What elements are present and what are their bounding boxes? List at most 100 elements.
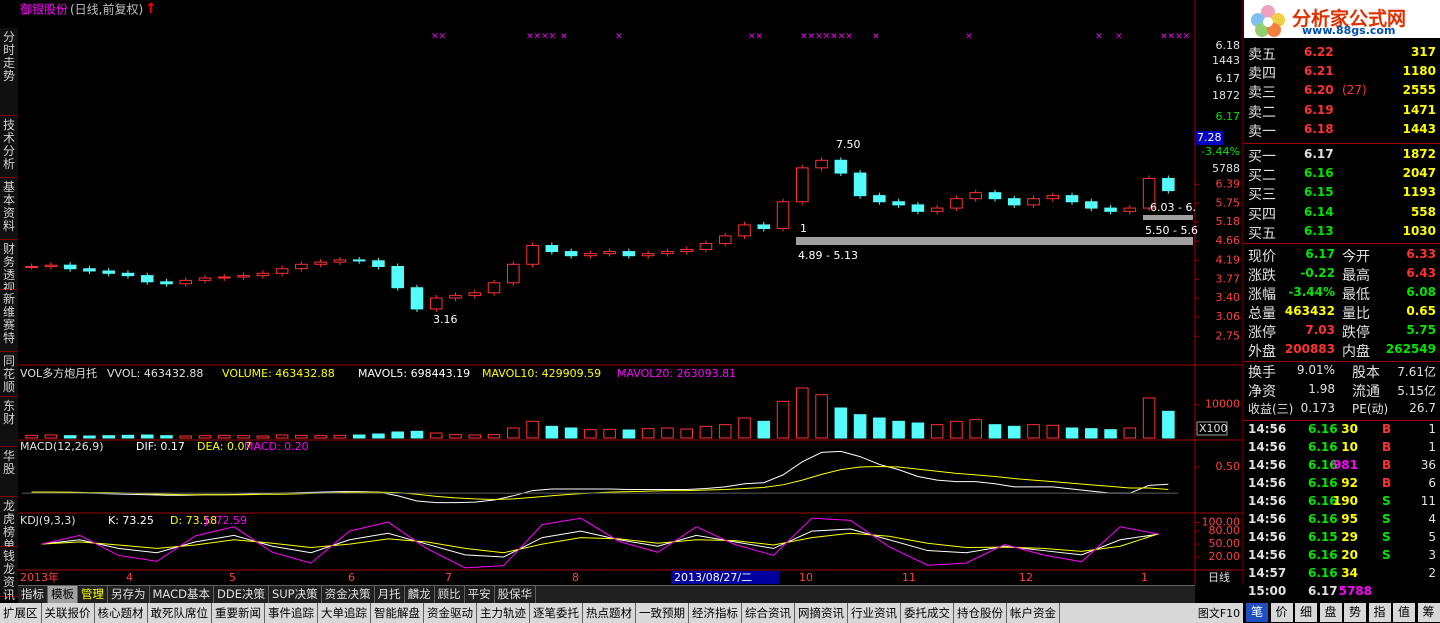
side-tab[interactable]: 新维赛特 (0, 290, 18, 352)
book-price: 6.16 (1304, 166, 1334, 181)
info-tab[interactable]: 网摘资讯 (795, 603, 848, 623)
quote-tab[interactable]: 指 (1368, 603, 1391, 622)
indicator-tab[interactable]: 另存为 (108, 586, 150, 603)
info-tab[interactable]: 主力轨迹 (477, 603, 530, 623)
sep (1244, 143, 1440, 144)
quote-tab[interactable]: 筹 (1417, 603, 1440, 622)
f10-tab[interactable]: 图文F10 (1196, 604, 1242, 623)
candle (815, 159, 828, 169)
fund-value: 7.61亿 (1397, 365, 1436, 379)
candle (507, 263, 520, 284)
fund-value: 9.01% (1296, 363, 1335, 377)
signal-mark: × (615, 32, 623, 42)
candle (63, 264, 77, 270)
candle (1142, 177, 1156, 209)
info-tab[interactable]: 委托成交 (901, 603, 954, 623)
indicator-label: J: 72.59 (204, 514, 247, 527)
indicator-tab[interactable]: 指标 (18, 586, 48, 603)
quote-tab[interactable]: 值 (1393, 603, 1415, 622)
book-label: 6.18 (1216, 39, 1241, 52)
date-label: 6 (348, 571, 355, 584)
info-tab[interactable]: 经济指标 (689, 603, 742, 623)
date-label: 7 (445, 571, 452, 584)
volume-bar (487, 434, 501, 439)
side-tab[interactable]: 钱龙资讯 (0, 547, 18, 602)
indicator-tab[interactable]: 麟龙 (405, 586, 435, 603)
y-tick-label: 6.39 (1216, 177, 1241, 190)
candle (584, 253, 597, 257)
trade-time: 15:00 (1248, 584, 1287, 598)
side-tab[interactable]: 技术分析 (0, 116, 18, 178)
fund-value: 0.173 (1300, 401, 1335, 415)
quote-tab[interactable]: 盘 (1319, 603, 1342, 622)
price-box (1195, 131, 1223, 145)
indicator-tab[interactable]: 资金决策 (322, 586, 375, 603)
info-tab[interactable]: 关联报价 (42, 603, 95, 623)
candle (1162, 177, 1175, 192)
volume-bar (1123, 427, 1137, 439)
volume-bar (410, 430, 424, 439)
candle (410, 287, 424, 310)
candle (564, 251, 578, 257)
signal-mark: ××××××× (800, 32, 853, 42)
side-tab[interactable]: 华股 (0, 447, 18, 497)
side-tab[interactable]: 龙虎榜单 (0, 497, 18, 552)
candle (44, 264, 58, 267)
indicator-tab[interactable]: 月托 (375, 586, 405, 603)
quote-tab[interactable]: 细 (1295, 603, 1317, 622)
stat-label: 跌停 (1342, 325, 1370, 341)
indicator-label: K: 73.25 (108, 514, 154, 527)
quote-tab[interactable]: 势 (1344, 603, 1366, 622)
info-tab[interactable]: 敢死队席位 (148, 603, 212, 623)
y-tick-label: 0.50 (1216, 460, 1241, 473)
volume-bar (429, 432, 443, 439)
book-volume: 1193 (1402, 185, 1436, 200)
side-tab[interactable]: 东财 (0, 397, 18, 447)
indicator-line (41, 528, 1159, 558)
info-tab[interactable]: 大单追踪 (318, 603, 371, 623)
side-tab[interactable]: 财务透视 (0, 240, 18, 295)
info-tab[interactable]: 行业资讯 (848, 603, 901, 623)
trade-time: 14:56 (1248, 440, 1287, 454)
info-tab[interactable]: 事件追踪 (265, 603, 318, 623)
indicator-tab[interactable]: SUP决策 (269, 586, 322, 603)
indicator-tab[interactable]: DDE决策 (214, 586, 269, 603)
indicator-tab[interactable]: 管理 (78, 586, 108, 603)
info-tab[interactable]: 资金驱动 (424, 603, 477, 623)
indicator-tab[interactable]: MACD基本 (150, 586, 214, 603)
candle (179, 279, 193, 285)
book-price: 6.15 (1304, 185, 1334, 200)
quote-tab[interactable]: 笔 (1246, 603, 1268, 622)
info-tab[interactable]: 智能解盘 (371, 603, 424, 623)
indicator-tab[interactable]: 股保华 (495, 586, 537, 603)
info-tab[interactable]: 扩展区 (0, 603, 42, 623)
trade-time: 14:56 (1248, 458, 1287, 472)
candle (256, 272, 270, 277)
info-tab[interactable]: 综合资讯 (742, 603, 795, 623)
signal-mark: ×× (748, 32, 763, 42)
indicator-tab[interactable]: 模板 (48, 586, 78, 603)
side-tab[interactable]: 基本资料 (0, 178, 18, 240)
book-volume: 1180 (1402, 64, 1436, 79)
info-tab[interactable]: 持仓股份 (954, 603, 1007, 623)
cursor-label: 2013/08/27/二 (674, 571, 752, 584)
info-tab[interactable]: 逐笔委托 (530, 603, 583, 623)
info-tab[interactable]: 帐户资金 (1007, 603, 1060, 623)
candle (776, 201, 790, 230)
quote-tab[interactable]: 价 (1270, 603, 1293, 622)
info-tab[interactable]: 一致预期 (636, 603, 689, 623)
info-tab[interactable]: 重要新闻 (212, 603, 265, 623)
info-tab[interactable]: 热点题材 (583, 603, 636, 623)
candle (372, 260, 385, 267)
trade-count: 11 (1420, 494, 1436, 508)
trade-side: B (1382, 440, 1392, 454)
indicator-tab[interactable]: 平安 (465, 586, 495, 603)
trade-volume: 20 (1341, 548, 1358, 562)
volume-bar (102, 435, 115, 439)
volume-bar (1027, 424, 1040, 439)
side-tab[interactable]: 同花顺 (0, 352, 18, 397)
indicator-tab[interactable]: 顾比 (435, 586, 465, 603)
info-tab[interactable]: 核心题材 (95, 603, 148, 623)
side-tab[interactable]: 分时走势 (0, 28, 18, 116)
